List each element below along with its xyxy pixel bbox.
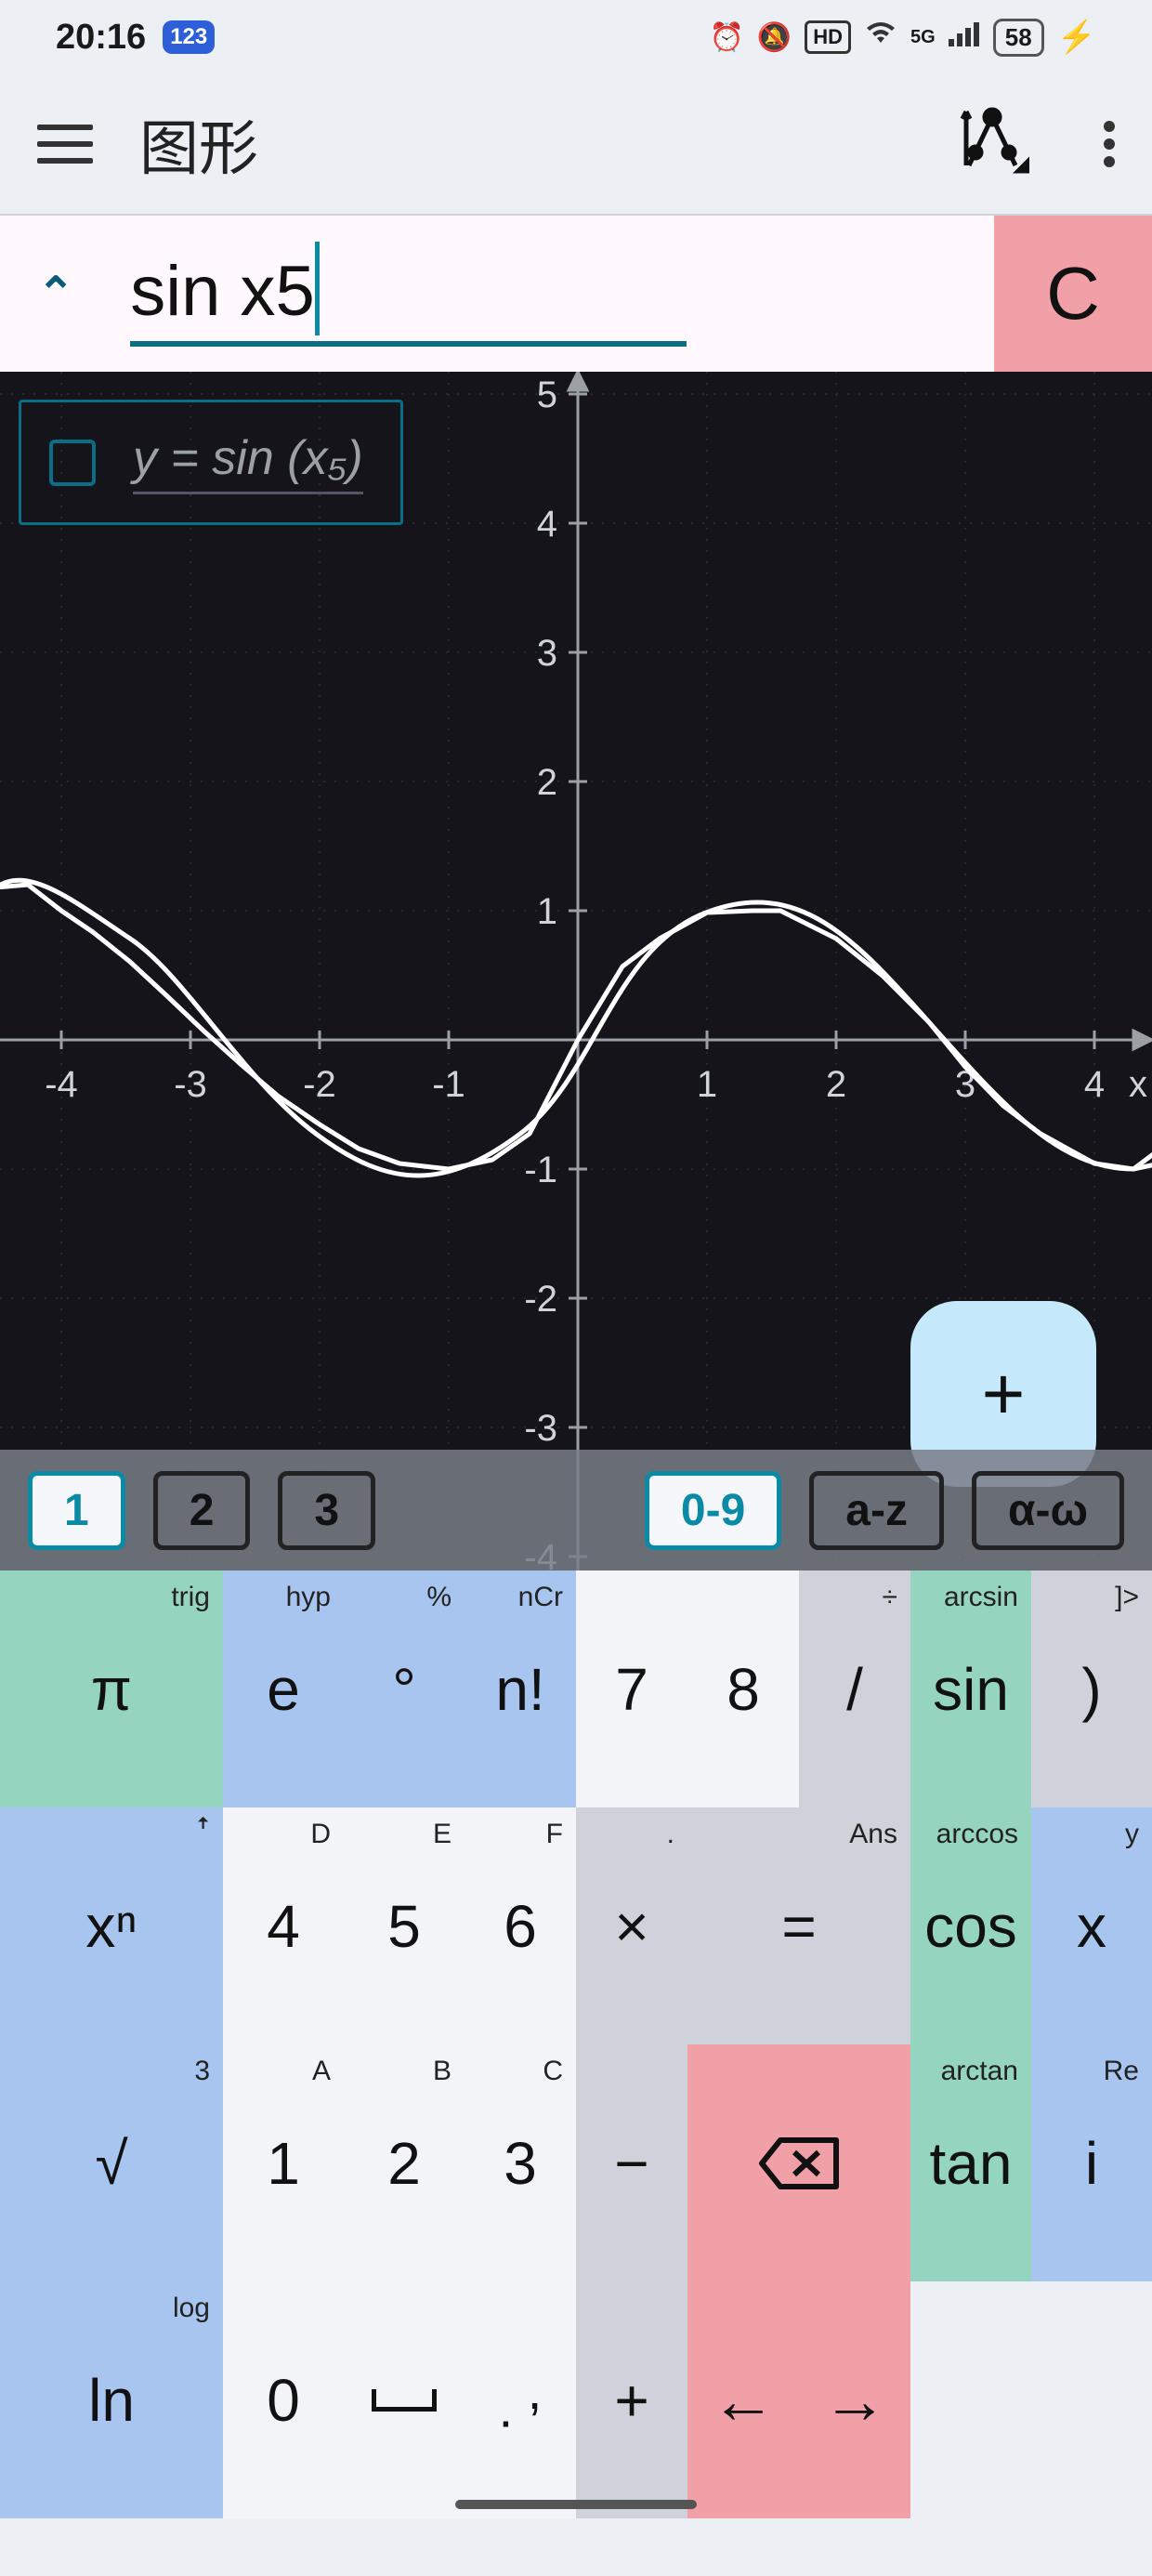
svg-text:1: 1 <box>537 891 557 932</box>
keypad: trigπ hype %° nCrn! 7 8 9 ÷/ [<( arcsins… <box>0 1571 1152 2518</box>
legend-checkbox[interactable] <box>49 440 96 486</box>
page-tab-1[interactable]: 1 <box>28 1471 125 1550</box>
key-close-paren[interactable]: ]> ) <box>1031 1571 1152 1807</box>
svg-text:-2: -2 <box>524 1279 557 1320</box>
keypad-tabs: 1 2 3 0-9 a-z α-ω <box>0 1450 1152 1571</box>
svg-text:2: 2 <box>826 1064 846 1105</box>
svg-text:3: 3 <box>537 633 557 674</box>
drawing-tool-icon[interactable] <box>955 100 1029 188</box>
key-backspace[interactable] <box>687 2044 910 2281</box>
svg-text:-1: -1 <box>432 1064 465 1105</box>
page-title: 图形 <box>139 101 909 187</box>
key-space[interactable] <box>344 2281 465 2518</box>
key-3[interactable]: C3 <box>465 2044 576 2281</box>
svg-text:5: 5 <box>537 375 557 415</box>
svg-text:1: 1 <box>697 1064 717 1105</box>
key-minus[interactable]: − <box>576 2044 687 2281</box>
status-bar: 20:16 123 ⏰ 🔕 HD 5G 58 ⚡ <box>0 0 1152 74</box>
arrow-icons: ← → <box>711 2363 887 2438</box>
key-arrows[interactable]: ← → <box>687 2281 910 2518</box>
key-1[interactable]: A1 <box>223 2044 344 2281</box>
arrow-left-icon: ← <box>711 2363 776 2438</box>
expression-text: sin x5 <box>130 242 687 347</box>
function-legend[interactable]: y = sin (x₅) <box>19 400 403 525</box>
mode-tab-numeric[interactable]: 0-9 <box>645 1471 781 1550</box>
svg-text:-3: -3 <box>524 1408 557 1449</box>
input-mode-badge: 123 <box>163 20 215 54</box>
expression-input[interactable]: ⌃ sin x5 <box>0 216 994 372</box>
status-time: 20:16 <box>56 18 146 58</box>
battery-icon: 58 <box>993 19 1044 57</box>
home-indicator <box>455 2500 697 2509</box>
text-cursor <box>315 242 320 335</box>
key-tan[interactable]: arctantan <box>910 2044 1031 2281</box>
collapse-icon[interactable]: ⌃ <box>37 268 74 320</box>
svg-text:2: 2 <box>537 762 557 803</box>
key-divide[interactable]: ÷/ <box>799 1571 910 1807</box>
key-sin[interactable]: arcsinsin <box>910 1571 1031 1807</box>
menu-icon[interactable] <box>37 125 93 164</box>
key-sqrt[interactable]: 3√ <box>0 2044 223 2281</box>
page-tab-2[interactable]: 2 <box>153 1471 251 1550</box>
key-multiply[interactable]: .× <box>576 1807 687 2044</box>
signal-icon <box>949 20 980 54</box>
svg-text:-1: -1 <box>524 1150 557 1190</box>
key-i[interactable]: Rei <box>1031 2044 1152 2281</box>
status-icons: ⏰ 🔕 HD 5G 58 ⚡ <box>710 19 1096 57</box>
network-5g-icon: 5G <box>910 27 936 48</box>
key-pi[interactable]: trigπ <box>0 1571 223 1807</box>
hd-icon: HD <box>805 20 851 54</box>
key-equals[interactable]: Ans= <box>687 1807 910 2044</box>
wifi-icon <box>864 20 897 54</box>
svg-text:-3: -3 <box>174 1064 207 1105</box>
key-cos[interactable]: arccoscos <box>910 1807 1031 2044</box>
key-factorial[interactable]: nCrn! <box>465 1571 576 1807</box>
key-2[interactable]: B2 <box>344 2044 465 2281</box>
svg-text:-2: -2 <box>303 1064 336 1105</box>
mode-tab-alpha[interactable]: a-z <box>809 1471 944 1550</box>
charging-icon: ⚡ <box>1057 19 1096 56</box>
key-ln[interactable]: logln <box>0 2281 223 2518</box>
legend-formula: y = sin (x₅) <box>133 430 363 494</box>
alarm-icon: ⏰ <box>710 21 744 54</box>
backspace-icon <box>757 2136 841 2191</box>
arrow-right-icon: → <box>822 2363 887 2438</box>
svg-text:4: 4 <box>1084 1064 1105 1105</box>
key-plus[interactable]: + <box>576 2281 687 2518</box>
clear-button[interactable]: C <box>994 216 1152 372</box>
more-icon[interactable] <box>1104 121 1115 167</box>
app-bar: 图形 <box>0 74 1152 214</box>
key-x[interactable]: yx <box>1031 1807 1152 2044</box>
key-e[interactable]: hype <box>223 1571 344 1807</box>
expression-input-row: ⌃ sin x5 C <box>0 214 1152 372</box>
key-7[interactable]: 7 <box>576 1571 687 1807</box>
page-tab-3[interactable]: 3 <box>278 1471 375 1550</box>
svg-text:4: 4 <box>537 504 557 545</box>
key-decimal[interactable]: . , <box>465 2281 576 2518</box>
key-0[interactable]: 0 <box>223 2281 344 2518</box>
key-degree[interactable]: %° <box>344 1571 465 1807</box>
mute-icon: 🔕 <box>757 21 792 54</box>
mode-tab-greek[interactable]: α-ω <box>972 1471 1124 1550</box>
svg-text:x: x <box>1129 1064 1147 1105</box>
key-8[interactable]: 8 <box>687 1571 799 1807</box>
key-power[interactable]: ꜛxⁿ <box>0 1807 223 2044</box>
key-4[interactable]: D4 <box>223 1807 344 2044</box>
graph-canvas[interactable]: -4-3-2-1 1234 x 54321 -1-2-3-4 y = sin (… <box>0 372 1152 1571</box>
key-6[interactable]: F6 <box>465 1807 576 2044</box>
key-5[interactable]: E5 <box>344 1807 465 2044</box>
svg-text:-4: -4 <box>45 1064 78 1105</box>
